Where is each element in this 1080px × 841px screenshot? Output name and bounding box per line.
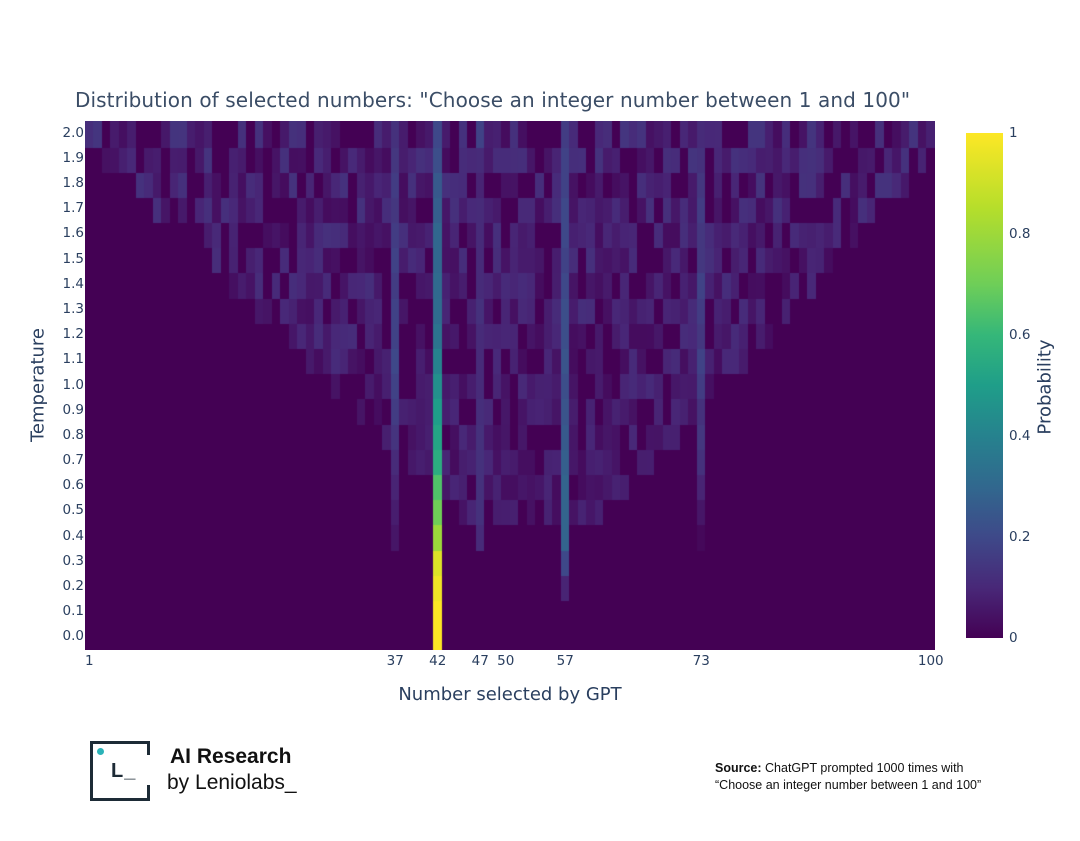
y-tick: 2.0 <box>62 124 84 141</box>
x-tick: 42 <box>429 653 447 669</box>
y-tick: 1.7 <box>62 200 84 217</box>
x-tick: 57 <box>556 653 574 669</box>
colorbar-label: Probability <box>1034 339 1056 435</box>
y-tick: 1.1 <box>62 351 84 368</box>
x-tick: 73 <box>692 653 710 669</box>
y-tick: 0.6 <box>62 477 84 494</box>
x-tick: 50 <box>497 653 515 669</box>
heatmap-canvas[interactable] <box>85 121 935 650</box>
x-axis-label: Number selected by GPT <box>398 684 622 705</box>
colorbar <box>966 133 1003 638</box>
y-tick: 1.3 <box>62 300 84 317</box>
brand-title: AI Research <box>170 745 292 768</box>
logo-mark: L_ <box>111 760 137 782</box>
y-tick: 0.8 <box>62 426 84 443</box>
colorbar-tick: 0.2 <box>1009 529 1031 545</box>
source-label: Source: <box>715 761 762 775</box>
x-tick: 100 <box>917 653 944 669</box>
x-tick: 1 <box>84 653 94 669</box>
y-tick: 1.6 <box>62 225 84 242</box>
colorbar-tick: 0.4 <box>1009 428 1031 444</box>
colorbar-tick: 0.8 <box>1009 226 1031 242</box>
y-tick: 1.0 <box>62 376 84 393</box>
y-tick: 1.5 <box>62 250 84 267</box>
y-tick: 0.1 <box>62 603 84 620</box>
y-axis-label: Temperature <box>27 327 49 443</box>
logo-dot-icon <box>97 748 104 755</box>
y-tick: 0.2 <box>62 578 84 595</box>
leniolabs-logo: L_ <box>90 741 153 801</box>
colorbar-tick: 0 <box>1009 630 1018 646</box>
heatmap-plot-area[interactable] <box>85 121 935 650</box>
colorbar-tick: 1 <box>1009 125 1018 141</box>
y-tick: 0.7 <box>62 452 84 469</box>
y-tick: 1.2 <box>62 326 84 343</box>
y-tick: 0.3 <box>62 552 84 569</box>
x-tick: 37 <box>386 653 404 669</box>
y-tick: 0.5 <box>62 502 84 519</box>
source-text: ChatGPT prompted 1000 times with <box>765 761 964 775</box>
logo-frame-gap <box>147 755 153 785</box>
y-tick: 0.9 <box>62 401 84 418</box>
source-note: Source: ChatGPT prompted 1000 times with… <box>715 760 981 794</box>
y-tick: 1.8 <box>62 174 84 191</box>
y-tick: 0.4 <box>62 527 84 544</box>
y-tick: 1.9 <box>62 149 84 166</box>
y-tick: 0.0 <box>62 628 84 645</box>
y-tick: 1.4 <box>62 275 84 292</box>
brand-subtitle: by Leniolabs_ <box>167 771 297 794</box>
chart-title: Distribution of selected numbers: "Choos… <box>75 88 911 112</box>
colorbar-tick: 0.6 <box>1009 327 1031 343</box>
source-text-2: “Choose an integer number between 1 and … <box>715 778 982 792</box>
x-tick: 47 <box>471 653 489 669</box>
